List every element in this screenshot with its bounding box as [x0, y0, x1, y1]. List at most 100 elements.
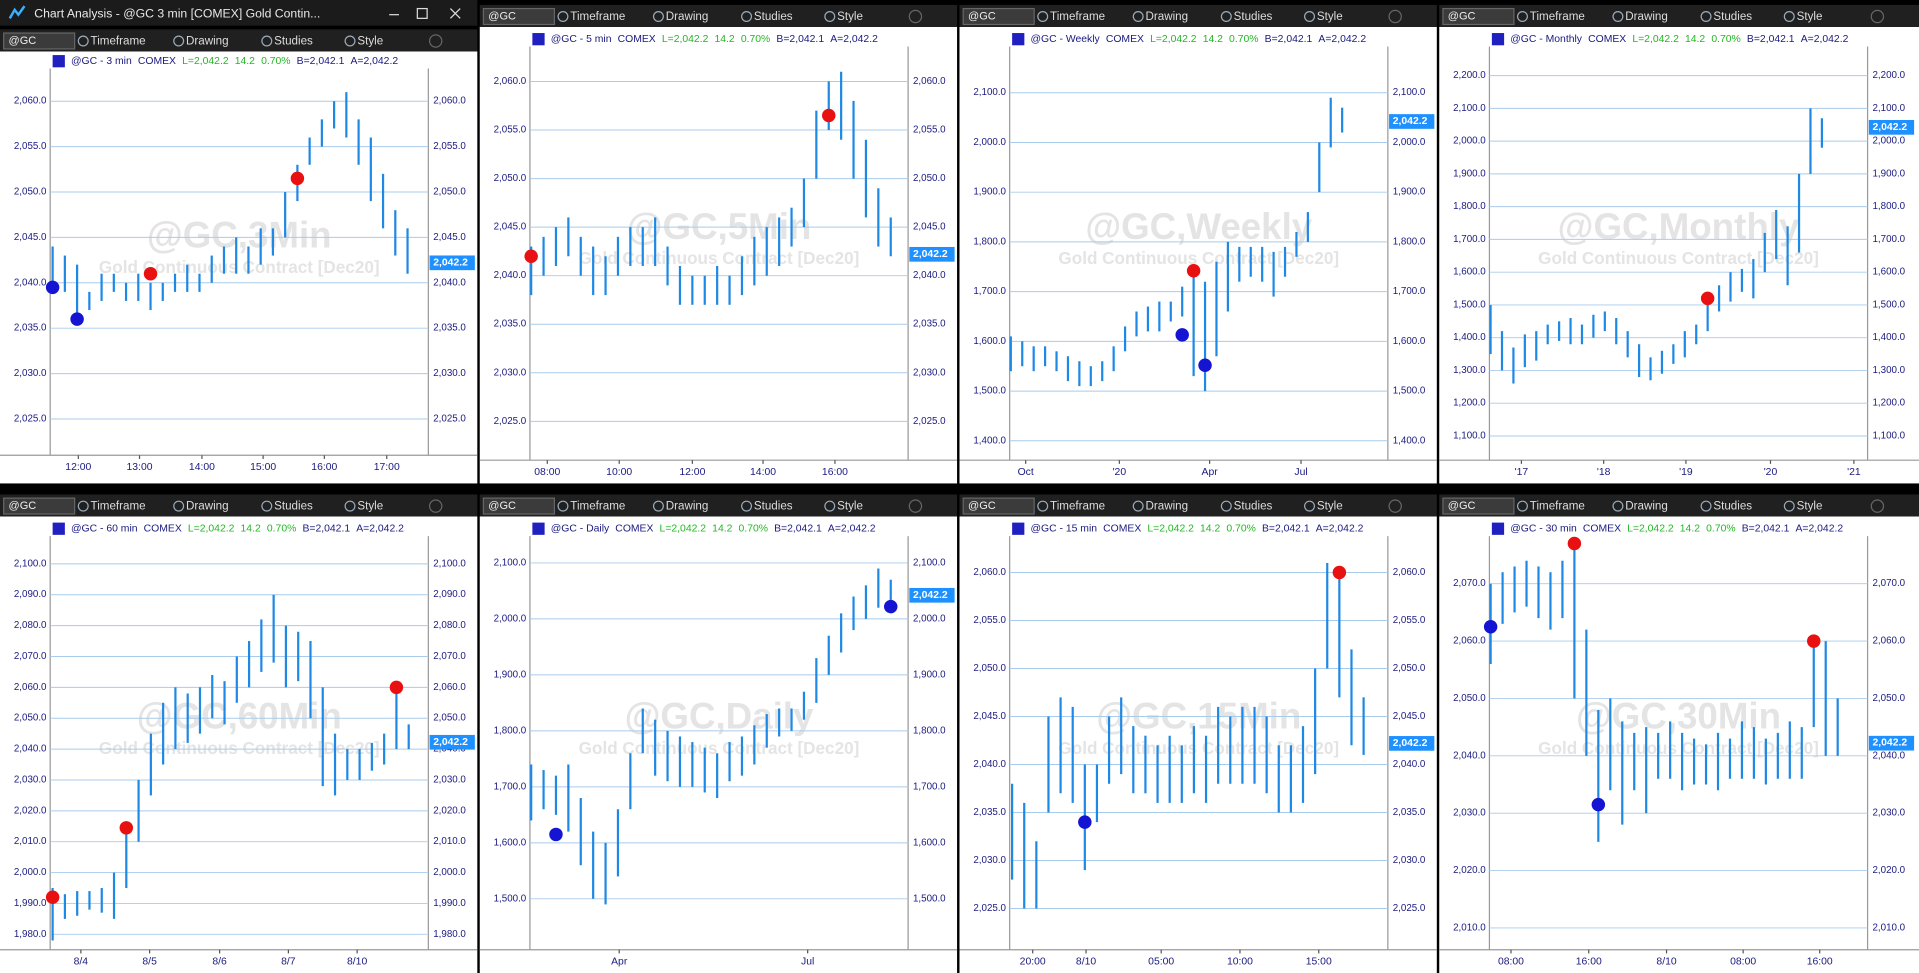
- toolbar-icon: [908, 499, 923, 513]
- symbol-input[interactable]: @GC: [488, 11, 516, 23]
- toolbar-button[interactable]: Timeframe: [1050, 500, 1105, 513]
- price-tag: [1868, 735, 1915, 751]
- toolbar-button[interactable]: Studies: [754, 500, 793, 513]
- symbol-box[interactable]: [3, 32, 76, 50]
- toolbar-button[interactable]: Drawing: [1625, 500, 1668, 513]
- y-tick-label: 2,035.0: [433, 323, 466, 334]
- header-field: A=2,042.2: [830, 34, 878, 45]
- x-tick-label: 12:00: [679, 467, 705, 478]
- symbol-input[interactable]: @GC: [9, 35, 37, 47]
- y-tick-label: 2,055.0: [1393, 615, 1426, 626]
- y-tick-label: 2,025.0: [494, 416, 527, 427]
- signal-marker: [524, 249, 538, 263]
- toolbar-icon: [1612, 11, 1624, 23]
- y-tick-label: 2,100.0: [14, 558, 47, 569]
- toolbar-button[interactable]: Style: [837, 10, 863, 23]
- y-tick-label: 1,900.0: [494, 669, 527, 680]
- toolbar-button[interactable]: Studies: [1713, 500, 1752, 513]
- toolbar-button[interactable]: Style: [1317, 500, 1343, 513]
- toolbar-icon: [652, 500, 664, 512]
- y-tick-label: 1,800.0: [1393, 236, 1426, 247]
- toolbar-icon: [261, 500, 273, 512]
- y-tick-label: 2,200.0: [1453, 70, 1486, 81]
- toolbar-icon: [1037, 11, 1049, 23]
- y-tick-label: 2,025.0: [14, 413, 47, 424]
- toolbar-button[interactable]: Timeframe: [91, 35, 146, 48]
- toolbar-button[interactable]: Studies: [754, 10, 793, 23]
- symbol-box[interactable]: [482, 7, 556, 26]
- y-tick-label: 1,300.0: [1453, 365, 1486, 376]
- toolbar-icon: [1612, 500, 1624, 512]
- y-tick-label: 2,050.0: [433, 713, 466, 724]
- y-tick-label: 1,500.0: [1453, 299, 1486, 310]
- toolbar-icon: [428, 499, 443, 513]
- price-tag-label: 2,042.2: [1872, 738, 1907, 749]
- close-button[interactable]: [449, 8, 461, 19]
- window-title: Chart Analysis - @GC 3 min [COMEX] Gold …: [34, 6, 320, 20]
- price-tag: [1389, 736, 1435, 751]
- toolbar-button[interactable]: Drawing: [186, 35, 229, 48]
- toolbar-button[interactable]: Style: [357, 35, 383, 48]
- toolbar-button[interactable]: Style: [1317, 10, 1343, 23]
- y-tick-label: 2,045.0: [433, 232, 466, 243]
- toolbar-button[interactable]: Studies: [1713, 10, 1752, 23]
- y-tick-label: 1,980.0: [433, 929, 466, 940]
- header-field: L=2,042.2: [188, 523, 235, 534]
- symbol-input[interactable]: @GC: [9, 500, 37, 512]
- toolbar-button[interactable]: Timeframe: [1530, 500, 1585, 513]
- y-tick-label: 2,050.0: [1872, 693, 1905, 704]
- toolbar-button[interactable]: Style: [837, 500, 863, 513]
- signal-marker: [884, 599, 898, 614]
- toolbar-button[interactable]: Studies: [274, 35, 313, 48]
- watermark-subtitle: Gold Continuous Contract [Dec20]: [579, 738, 860, 758]
- symbol-input[interactable]: @GC: [968, 11, 996, 23]
- header-field: @GC - 3 min: [71, 56, 132, 67]
- y-tick-label: 2,045.0: [913, 222, 946, 233]
- toolbar-button[interactable]: Studies: [274, 500, 313, 513]
- toolbar-button[interactable]: Timeframe: [570, 500, 625, 513]
- signal-marker: [70, 312, 84, 326]
- header-field: 0.70%: [739, 523, 768, 534]
- signal-marker: [389, 680, 404, 695]
- toolbar-button[interactable]: Drawing: [666, 500, 709, 513]
- toolbar-button[interactable]: Style: [1797, 10, 1823, 23]
- toolbar-button[interactable]: Timeframe: [1530, 10, 1585, 23]
- toolbar-icon: [77, 35, 89, 47]
- signal-marker: [822, 108, 836, 123]
- symbol-input[interactable]: @GC: [1448, 500, 1476, 512]
- y-tick-label: 1,900.0: [1872, 168, 1905, 179]
- symbol-input[interactable]: @GC: [968, 500, 996, 512]
- symbol-box[interactable]: [1442, 7, 1515, 26]
- toolbar-icon: [1132, 11, 1144, 23]
- toolbar-button[interactable]: Drawing: [666, 10, 709, 23]
- toolbar-button[interactable]: Timeframe: [570, 10, 625, 23]
- maximize-button[interactable]: [416, 7, 428, 19]
- toolbar-button[interactable]: Drawing: [1625, 10, 1668, 23]
- price-tag: [909, 246, 955, 262]
- toolbar-button[interactable]: Drawing: [1146, 500, 1189, 513]
- y-tick-label: 2,030.0: [14, 368, 47, 379]
- series-badge: [52, 55, 65, 68]
- toolbar-button[interactable]: Studies: [1234, 10, 1273, 23]
- toolbar-button[interactable]: Timeframe: [1050, 10, 1105, 23]
- y-tick-label: 2,020.0: [1872, 865, 1905, 876]
- symbol-input[interactable]: @GC: [488, 500, 516, 512]
- series-header: @GC - 15 min COMEX L=2,042.2 14.2 0.70% B=2,0…: [1030, 523, 1363, 534]
- symbol-box[interactable]: [482, 497, 556, 515]
- toolbar-button[interactable]: Style: [357, 500, 383, 513]
- y-tick-label: 1,400.0: [1393, 435, 1426, 446]
- symbol-box[interactable]: [1442, 497, 1515, 515]
- toolbar-button[interactable]: Drawing: [186, 500, 229, 513]
- toolbar-button[interactable]: Drawing: [1146, 10, 1189, 23]
- toolbar-button[interactable]: Studies: [1234, 500, 1273, 513]
- toolbar-button[interactable]: Timeframe: [91, 500, 146, 513]
- symbol-box[interactable]: [3, 497, 76, 515]
- symbol-input[interactable]: @GC: [1448, 11, 1476, 23]
- symbol-box[interactable]: [962, 7, 1035, 26]
- y-tick-label: 2,055.0: [494, 125, 527, 136]
- symbol-box[interactable]: [962, 497, 1035, 515]
- toolbar-icon: [1132, 500, 1144, 512]
- y-tick-label: 2,060.0: [433, 96, 466, 107]
- toolbar-button[interactable]: Style: [1797, 500, 1823, 513]
- header-field: 0.70%: [1226, 523, 1255, 534]
